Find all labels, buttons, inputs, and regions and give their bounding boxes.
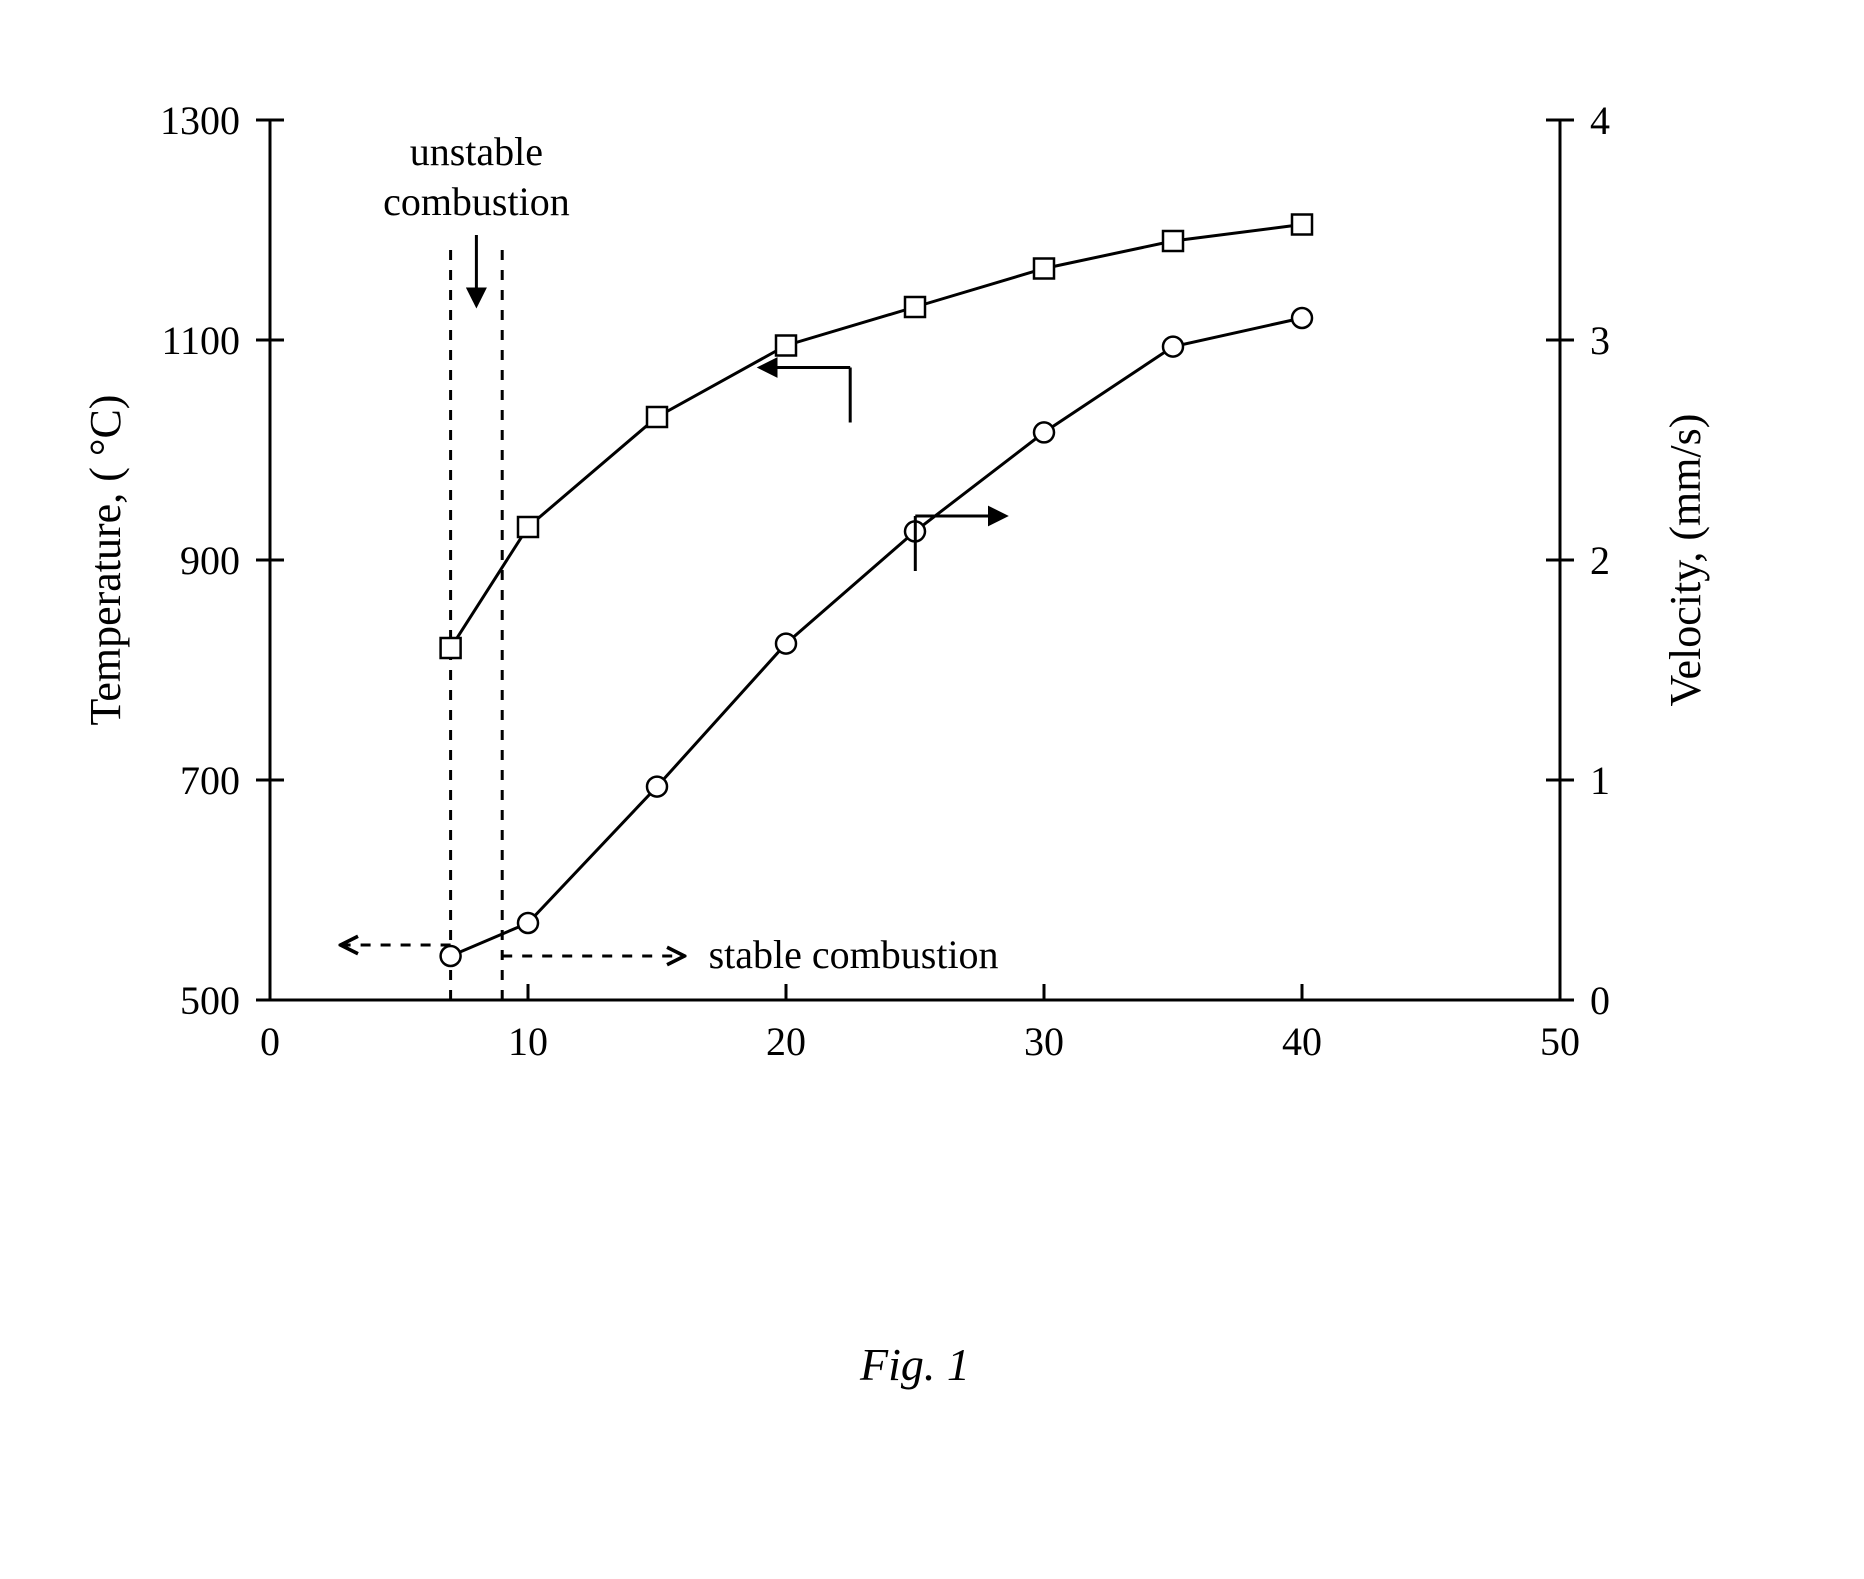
y1-tick-label: 900: [180, 538, 240, 583]
y1-tick-label: 1300: [160, 98, 240, 143]
unstable-label-line2: combustion: [383, 179, 570, 224]
y2-tick-label: 2: [1590, 538, 1610, 583]
temperature-series-marker: [518, 517, 538, 537]
velocity-series-marker: [647, 777, 667, 797]
y2-tick-label: 0: [1590, 978, 1610, 1023]
figure-caption: Fig. 1: [859, 1339, 970, 1390]
velocity-series-marker: [1292, 308, 1312, 328]
velocity-series-marker: [441, 946, 461, 966]
chart-svg: 0 10 20 30 40 50 500 700 900 1100 1300 0 1 2 3 4 Tempera…: [0, 0, 1864, 1579]
temperature-series-line: [451, 225, 1302, 649]
temperature-series-marker: [905, 297, 925, 317]
y2-tick-label: 3: [1590, 318, 1610, 363]
temperature-series-marker: [1292, 215, 1312, 235]
y2-axis-label: Velocity, (mm/s): [1661, 414, 1710, 707]
temperature-series-marker: [1034, 259, 1054, 279]
velocity-series-marker: [776, 634, 796, 654]
x-tick-label: 30: [1024, 1019, 1064, 1064]
velocity-series-marker: [518, 913, 538, 933]
x-tick-label: 40: [1282, 1019, 1322, 1064]
y1-tick-label: 500: [180, 978, 240, 1023]
x-tick-label: 10: [508, 1019, 548, 1064]
y1-tick-label: 1100: [161, 318, 240, 363]
y2-tick-label: 1: [1590, 758, 1610, 803]
temperature-series-marker: [1163, 231, 1183, 251]
stable-combustion-label: stable combustion: [709, 932, 999, 977]
y2-tick-label: 4: [1590, 98, 1610, 143]
temperature-series-marker: [647, 407, 667, 427]
temperature-series-marker: [776, 336, 796, 356]
velocity-series-marker: [1163, 337, 1183, 357]
unstable-label-line1: unstable: [410, 129, 543, 174]
velocity-series-marker: [1034, 422, 1054, 442]
velocity-series-line: [451, 318, 1302, 956]
x-tick-label: 0: [260, 1019, 280, 1064]
figure-container: 0 10 20 30 40 50 500 700 900 1100 1300 0 1 2 3 4 Tempera…: [0, 0, 1864, 1579]
x-tick-label: 20: [766, 1019, 806, 1064]
y1-tick-label: 700: [180, 758, 240, 803]
x-tick-label: 50: [1540, 1019, 1580, 1064]
y1-axis-label: Temperature, ( °C): [81, 395, 130, 726]
temperature-series-marker: [441, 638, 461, 658]
